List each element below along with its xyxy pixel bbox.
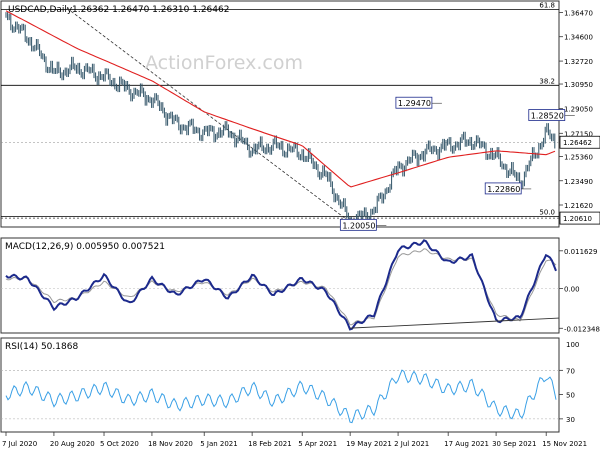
rsi-axis-label: 50 [566, 392, 575, 400]
x-axis-label: 7 Jul 2020 [2, 440, 37, 448]
x-axis-label: 18 Feb 2021 [248, 440, 292, 448]
price-axis-label: 1.29050 [564, 106, 593, 114]
level-box [528, 109, 566, 121]
x-axis-label: 17 Aug 2021 [444, 440, 489, 448]
level-box-label: 1.28520 [531, 112, 564, 121]
macd-pane-frame [0, 237, 560, 334]
fib-label: 61.8 [539, 1, 555, 9]
rsi-pane-frame [0, 337, 560, 433]
x-axis-label: 18 Nov 2020 [148, 440, 193, 448]
price-pane-frame [0, 0, 560, 228]
trendline-dashed [66, 7, 351, 223]
price-axis-label: 1.30950 [564, 81, 593, 89]
support-label: 1.20610 [563, 215, 592, 223]
fib-label: 50.0 [539, 208, 555, 216]
level-box-label: 1.20050 [342, 221, 375, 230]
rsi-line [5, 369, 557, 424]
price-axis-label: 1.34600 [564, 34, 593, 42]
price-axis-label: 1.21620 [564, 202, 593, 210]
fib-label: 38.2 [539, 77, 555, 85]
rsi-axis-label: 70 [566, 367, 575, 375]
macd-title: MACD(12,26,9) 0.005950 0.007521 [5, 242, 165, 252]
price-axis-label: 1.27150 [564, 130, 593, 138]
rsi-axis-label: 100 [566, 341, 579, 349]
rsi-pane: RSI(14) 50.1868 [0, 337, 560, 433]
price-axis-label: 1.36470 [564, 9, 593, 17]
watermark: ActionForex.com [145, 52, 303, 74]
level-box-label: 1.22860 [487, 185, 520, 194]
last-price-label: 1.26462 [563, 139, 592, 147]
x-axis-label: 30 Sep 2021 [492, 440, 536, 448]
level-box [339, 218, 377, 231]
macd-line [5, 239, 557, 331]
price-axis-label: 1.23490 [564, 178, 593, 186]
macd-axis-label: 0.011629 [564, 248, 597, 256]
price-pane: ActionForex.com USDCAD,Daily 1.26362 1.2… [0, 0, 560, 228]
macd-axis-label: 0.00 [564, 285, 580, 293]
support-box [559, 211, 600, 225]
x-axis-label: 15 Nov 2021 [542, 440, 587, 448]
symbol-label: USDCAD,Daily [8, 5, 73, 15]
x-axis-label: 19 May 2021 [346, 440, 392, 448]
macd-axis-label: -0.012348 [564, 325, 600, 333]
level-box [395, 96, 433, 109]
level-box [484, 182, 522, 195]
moving-average-line [5, 10, 556, 188]
macd-trendline [350, 317, 560, 329]
macd-pane: MACD(12,26,9) 0.005950 0.007521 [0, 237, 560, 334]
rsi-title: RSI(14) 50.1868 [5, 342, 78, 352]
x-axis-label: 2 Jul 2021 [394, 440, 429, 448]
rsi-axis-label: 30 [566, 416, 575, 424]
x-axis-label: 5 Apr 2021 [298, 440, 337, 448]
ohlc-label: 1.26362 1.26470 1.26310 1.26462 [72, 5, 229, 15]
x-axis-label: 20 Aug 2020 [50, 440, 95, 448]
x-axis-label: 5 Oct 2020 [100, 440, 139, 448]
last-price-box [559, 135, 600, 149]
price-axis-label: 1.25360 [564, 154, 593, 162]
price-axis-label: 1.32720 [564, 58, 593, 66]
x-axis-label: 5 Jan 2021 [200, 440, 238, 448]
level-box-label: 1.29470 [398, 99, 431, 108]
